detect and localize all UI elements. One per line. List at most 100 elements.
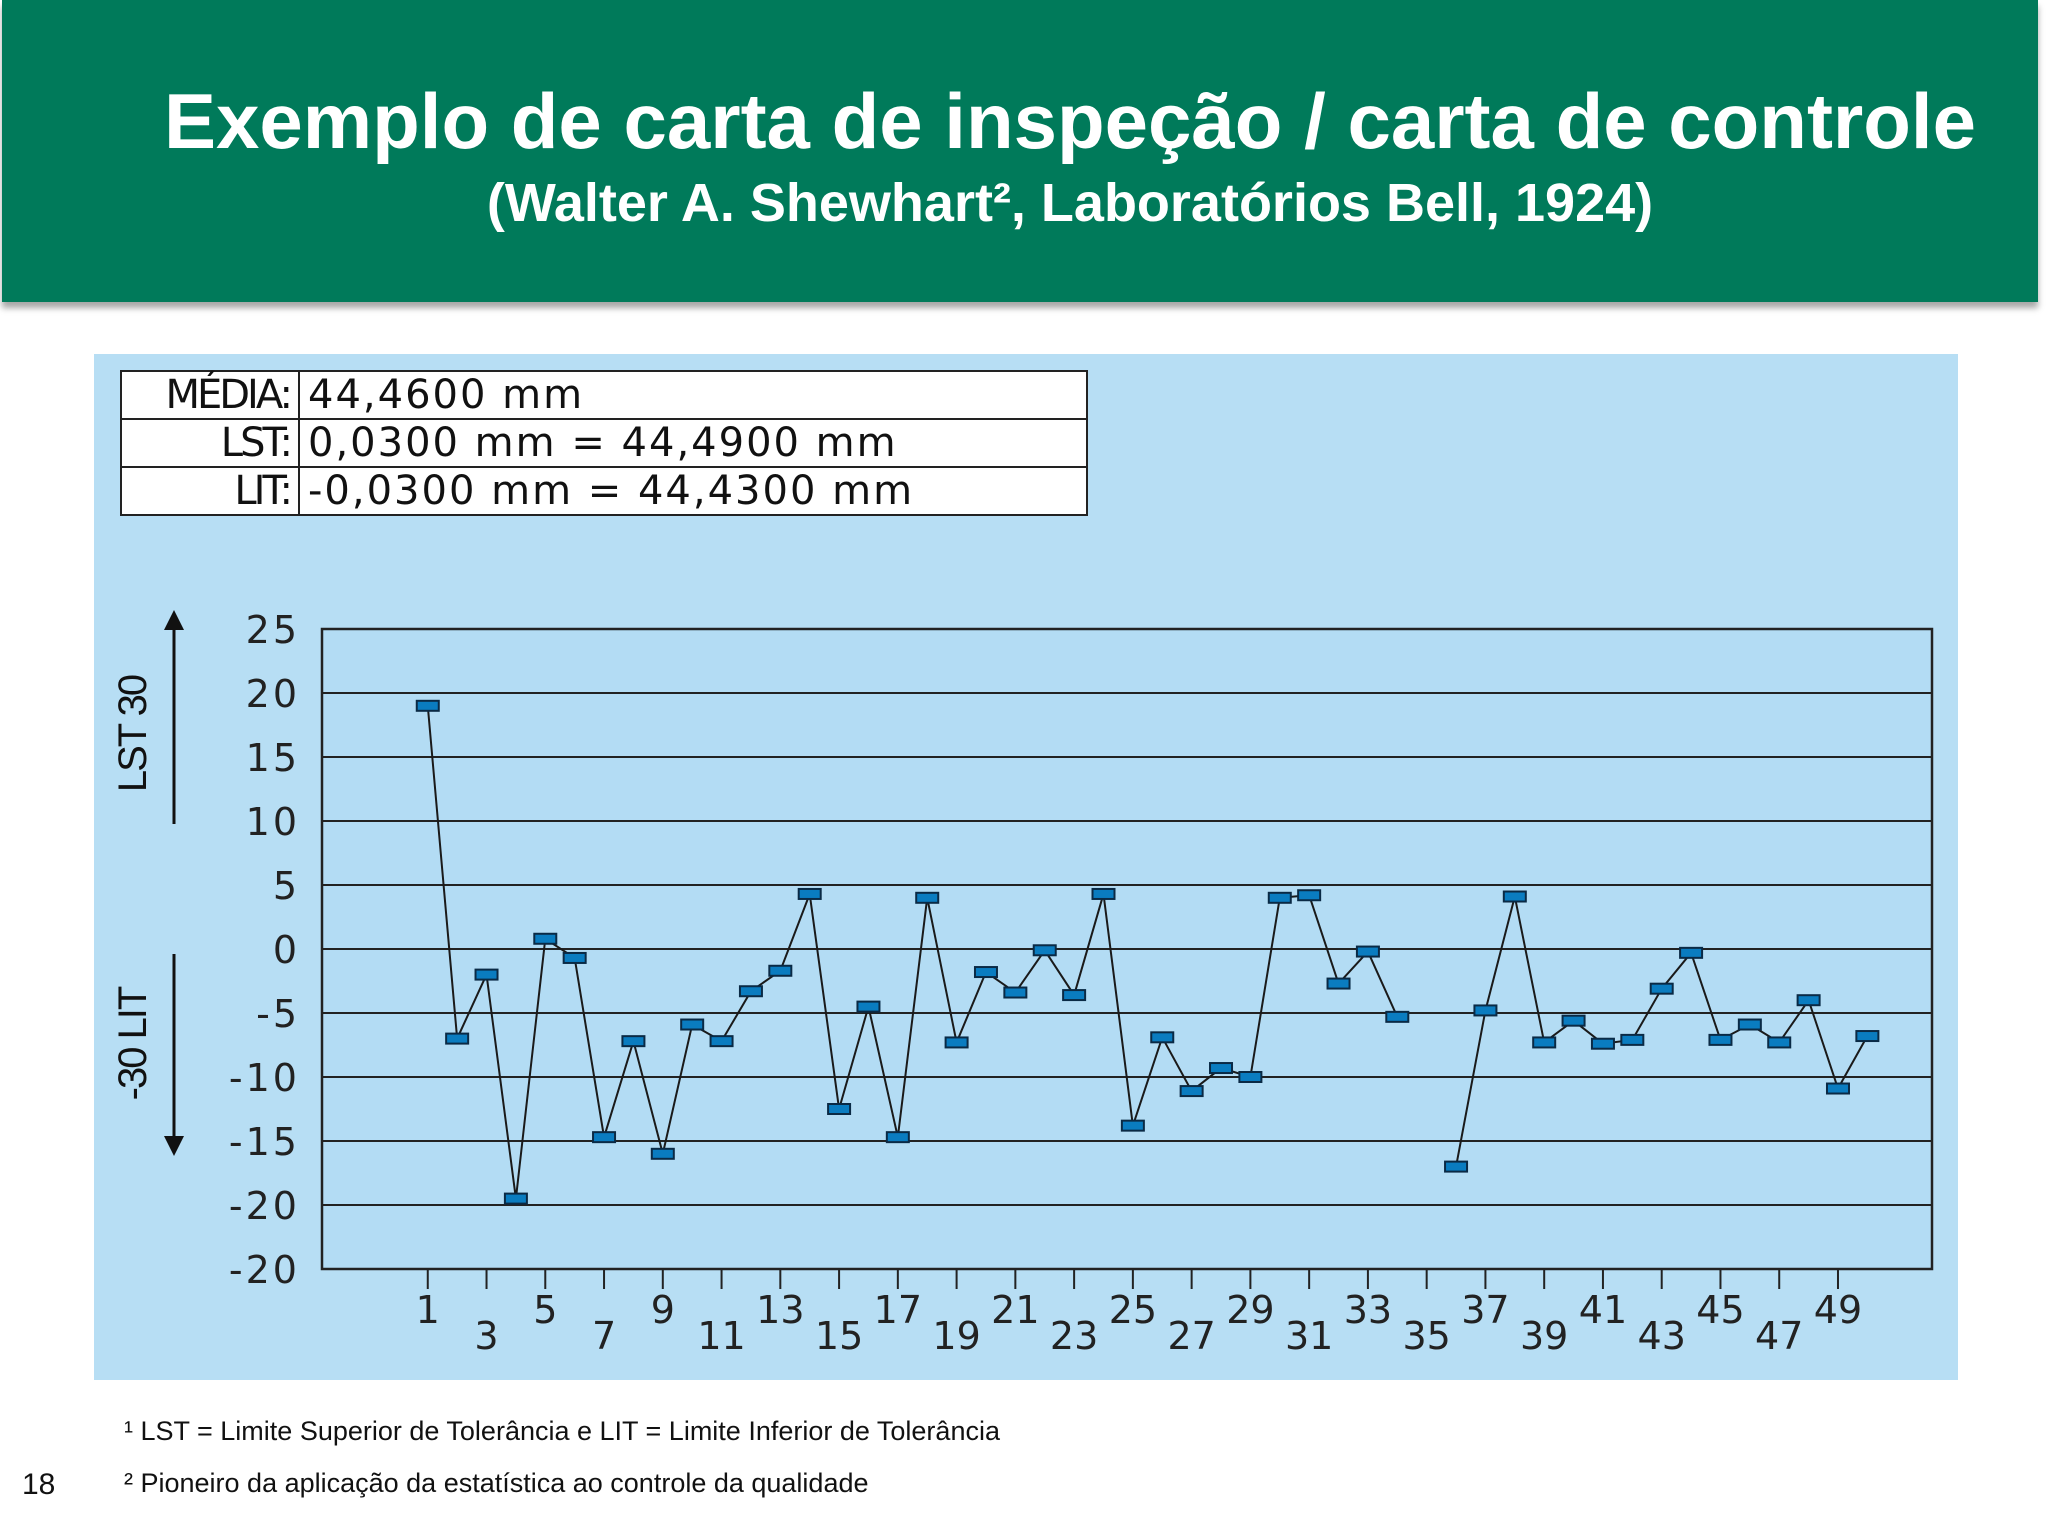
y-tick-label: -20 (229, 1184, 300, 1228)
slide-subtitle: (Walter A. Shewhart², Laboratórios Bell,… (486, 173, 1654, 233)
data-point (1590, 1037, 1615, 1050)
data-point (533, 932, 558, 945)
upper-side-label: LST 30 (111, 675, 155, 792)
data-point (973, 966, 998, 979)
info-value-lst: 0,0300 mm = 44,4900 mm (298, 418, 1088, 468)
x-tick-label: 11 (697, 1314, 745, 1358)
x-tick-label: 9 (651, 1288, 675, 1332)
x-tick-label: 5 (533, 1288, 557, 1332)
up-arrow-head (164, 610, 184, 630)
x-tick-label: 3 (474, 1314, 498, 1358)
data-point (474, 968, 499, 981)
x-tick-label: 27 (1167, 1314, 1215, 1358)
down-arrow-head (164, 1136, 184, 1156)
x-tick-label: 45 (1696, 1288, 1744, 1332)
x-tick-label: 19 (932, 1314, 980, 1358)
data-point (1825, 1082, 1850, 1095)
x-tick-label: 33 (1344, 1288, 1392, 1332)
data-point (1708, 1033, 1733, 1046)
data-point (1473, 1004, 1498, 1017)
info-value-lit: -0,0300 mm = 44,4300 mm (298, 466, 1088, 516)
data-point (1238, 1071, 1263, 1083)
data-point (650, 1147, 675, 1160)
data-point (1209, 1062, 1234, 1075)
data-point (1003, 986, 1028, 999)
footnote-1: ¹ LST = Limite Superior de Tolerância e … (124, 1416, 1000, 1446)
data-point (592, 1131, 617, 1144)
y-tick-label: -20 (229, 1248, 300, 1292)
data-point (562, 951, 587, 964)
slide-header: Exemplo de carta de inspeção / carta de … (2, 0, 2038, 302)
data-point (944, 1036, 969, 1049)
data-point (827, 1103, 852, 1115)
x-tick-label: 41 (1579, 1288, 1627, 1332)
data-point (1649, 982, 1674, 995)
x-tick-label: 7 (592, 1314, 616, 1358)
y-tick-label: 15 (246, 736, 300, 780)
page-number: 18 (22, 1468, 56, 1501)
x-tick-label: 21 (991, 1288, 1039, 1332)
x-tick-label: 37 (1461, 1288, 1509, 1332)
data-point (621, 1035, 646, 1048)
x-tick-label: 23 (1050, 1314, 1098, 1358)
data-point (1032, 944, 1057, 957)
info-row-mean: MÉDIA: 44,4600 mm (120, 370, 1088, 420)
data-point (1355, 945, 1380, 958)
info-label-lit: LIT: (120, 466, 300, 516)
data-point (1091, 887, 1116, 900)
x-tick-label: 15 (815, 1314, 863, 1358)
info-label-lst: LST: (120, 418, 300, 468)
lower-side-label: -30 LIT (111, 986, 155, 1100)
data-point (503, 1192, 528, 1205)
data-point (1767, 1036, 1792, 1049)
data-point (1297, 889, 1322, 902)
x-tick-label: 39 (1520, 1314, 1568, 1358)
data-point (1267, 891, 1292, 904)
y-tick-label: 10 (246, 800, 300, 844)
x-tick-label: 25 (1109, 1288, 1157, 1332)
y-tick-label: -10 (229, 1056, 300, 1100)
data-point (856, 1000, 881, 1013)
data-point (1679, 946, 1704, 959)
slide-title: Exemplo de carta de inspeção / carta de … (164, 77, 1976, 165)
info-value-mean: 44,4600 mm (298, 370, 1088, 420)
info-label-mean: MÉDIA: (120, 370, 300, 420)
data-point (1326, 977, 1351, 990)
data-point (1855, 1030, 1880, 1043)
x-tick-label: 43 (1638, 1314, 1686, 1358)
data-point (1062, 989, 1087, 1002)
y-tick-label: -15 (229, 1120, 300, 1164)
data-point (1150, 1031, 1175, 1044)
data-point (1179, 1085, 1204, 1098)
y-tick-label: 0 (273, 928, 300, 972)
data-point (1796, 994, 1821, 1007)
data-point (1620, 1033, 1645, 1046)
data-point (680, 1018, 705, 1031)
series-line (426, 705, 1399, 1199)
data-point (915, 891, 940, 904)
x-tick-label: 31 (1285, 1314, 1333, 1358)
data-point (738, 985, 763, 998)
data-point (445, 1032, 470, 1045)
data-point (797, 887, 822, 900)
data-point (415, 699, 440, 712)
x-tick-label: 17 (874, 1288, 922, 1332)
x-tick-label: 13 (756, 1288, 804, 1332)
data-point (709, 1035, 734, 1048)
footnote-2: ² Pioneiro da aplicação da estatística a… (124, 1468, 869, 1498)
info-row-lit: LIT: -0,0300 mm = 44,4300 mm (120, 466, 1088, 516)
data-point (1385, 1010, 1410, 1023)
y-tick-label: 5 (273, 864, 300, 908)
tolerance-info-table: MÉDIA: 44,4600 mm LST: 0,0300 mm = 44,49… (120, 370, 1088, 516)
data-point (1502, 890, 1527, 903)
x-tick-label: 35 (1402, 1314, 1450, 1358)
data-point (1444, 1160, 1469, 1173)
info-row-lst: LST: 0,0300 mm = 44,4900 mm (120, 418, 1088, 468)
data-point (1120, 1119, 1145, 1132)
x-tick-label: 1 (416, 1288, 440, 1332)
x-tick-label: 29 (1226, 1288, 1274, 1332)
x-tick-label: 47 (1755, 1314, 1803, 1358)
data-point (1737, 1018, 1762, 1031)
x-tick-label: 49 (1814, 1288, 1862, 1332)
data-point (1532, 1036, 1557, 1049)
